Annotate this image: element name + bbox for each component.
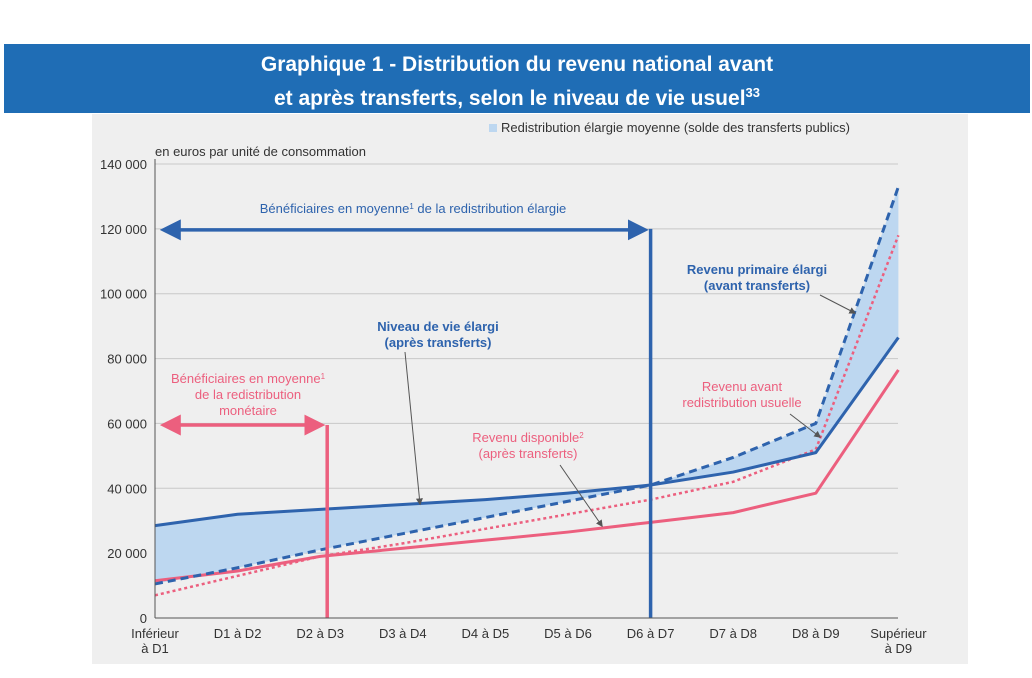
annotation-pointer-4: [559, 464, 603, 528]
bracket-label-monetaire-line-1: Bénéficiaires en moyenne: [171, 371, 321, 386]
bracket-label-elargie-part-2: de la redistribution élargie: [414, 201, 566, 216]
x-tick-label: Supérieur à D9: [870, 626, 927, 656]
y-tick-label: 60 000: [107, 416, 147, 431]
y-unit-label: en euros par unité de consommation: [155, 144, 366, 159]
chart-title-line-2-text: et après transferts, selon le niveau de …: [274, 87, 746, 110]
bracket-label-elargie: Bénéficiaires en moyenne1 de la redistri…: [260, 201, 567, 216]
x-tick-label-line-1: D5 à D6: [544, 626, 592, 641]
annotation-4-footnote: 2: [579, 431, 584, 440]
annotation-1-line-1: Niveau de vie élargi: [377, 319, 498, 334]
y-tick-label: 0: [140, 611, 147, 626]
x-tick-label-line-1: D1 à D2: [214, 626, 262, 641]
axes: 0 20 000 40 000 60 000 80 000 100 000 120 000 1…: [100, 144, 927, 656]
annotation-4: Revenu disponible2 (après transferts): [472, 430, 584, 461]
x-tick-label-line-1: D3 à D4: [379, 626, 427, 641]
series-line-1: [154, 336, 900, 528]
series-lines: [154, 186, 900, 597]
x-tick-label: Inférieur à D1: [131, 626, 179, 656]
annotation-2-line-2: (avant transferts): [704, 278, 810, 293]
chart-title-banner: Graphique 1 - Distribution du revenu nat…: [4, 44, 1030, 113]
y-tick-label: 20 000: [107, 546, 147, 561]
y-tick-label: 80 000: [107, 352, 147, 367]
annotation-3-line-2: redistribution usuelle: [682, 395, 801, 410]
beneficiary-brackets: Bénéficiaires en moyenne1 de la redistri…: [159, 201, 653, 618]
x-tick-label: D7 à D8: [709, 626, 757, 641]
series-line-4: [154, 369, 900, 583]
x-tick-label: D4 à D5: [462, 626, 510, 641]
redistribution-fill: [155, 186, 899, 584]
x-tick-label: D2 à D3: [296, 626, 344, 641]
series-line-3: [154, 234, 900, 597]
bracket-label-monetaire-footnote: 1: [321, 372, 326, 381]
chart-title-line-2: et après transferts, selon le niveau de …: [4, 79, 1030, 113]
x-tick-label: D3 à D4: [379, 626, 427, 641]
x-tick-label-line-1: D8 à D9: [792, 626, 840, 641]
x-tick-label-line-1: Supérieur: [870, 626, 927, 641]
annotation-3: Revenu avant redistribution usuelle: [682, 379, 801, 410]
chart-title-footnote: 33: [745, 85, 760, 100]
annotation-2-line-1: Revenu primaire élargi: [687, 262, 827, 277]
bracket-label-elargie-part-1: Bénéficiaires en moyenne: [260, 201, 410, 216]
chart-title-line-1: Graphique 1 - Distribution du revenu nat…: [260, 53, 774, 76]
x-tick-label: D8 à D9: [792, 626, 840, 641]
x-tick-label-line-1: D7 à D8: [709, 626, 757, 641]
x-tick-label-line-2: à D1: [141, 641, 168, 656]
bracket-label-monetaire: Bénéficiaires en moyenne1 de la redistrib…: [171, 371, 326, 418]
annotation-4-line-1: Revenu disponible: [472, 430, 579, 445]
x-tick-label: D6 à D7: [627, 626, 675, 641]
redistribution-area: [155, 186, 899, 584]
annotation-1: Niveau de vie élargi (après transferts): [377, 319, 498, 350]
legend-label: Redistribution élargie moyenne (solde de…: [501, 120, 850, 135]
y-tick-label: 140 000: [100, 157, 147, 172]
annotation-pointer-2: [819, 294, 857, 314]
y-tick-label: 120 000: [100, 222, 147, 237]
series-line-2: [154, 186, 900, 586]
x-tick-label-line-1: D6 à D7: [627, 626, 675, 641]
annotation-1-line-2: (après transferts): [385, 335, 492, 350]
y-tick-label: 100 000: [100, 287, 147, 302]
annotation-pointer-3: [789, 413, 822, 438]
bracket-label-elargie-footnote: 1: [409, 202, 414, 211]
x-tick-label-line-2: à D9: [885, 641, 912, 656]
annotation-3-line-1: Revenu avant: [702, 379, 783, 394]
annotation-2: Revenu primaire élargi (avant transferts): [687, 262, 827, 293]
x-tick-label-line-1: D2 à D3: [296, 626, 344, 641]
annotation-labels: Redistribution élargie moyenne (solde de…: [377, 120, 857, 528]
annotation-pointer-1: [404, 351, 423, 506]
x-tick-label: D1 à D2: [214, 626, 262, 641]
bracket-label-monetaire-line-2: de la redistribution: [195, 387, 301, 402]
bracket-label-monetaire-line-3: monétaire: [219, 403, 277, 418]
x-tick-label-line-1: Inférieur: [131, 626, 179, 641]
gridlines: [155, 163, 898, 554]
legend-swatch: [489, 124, 497, 132]
y-tick-label: 40 000: [107, 481, 147, 496]
annotation-4-line-2: (après transferts): [479, 446, 578, 461]
x-tick-label: D5 à D6: [544, 626, 592, 641]
x-tick-label-line-1: D4 à D5: [462, 626, 510, 641]
